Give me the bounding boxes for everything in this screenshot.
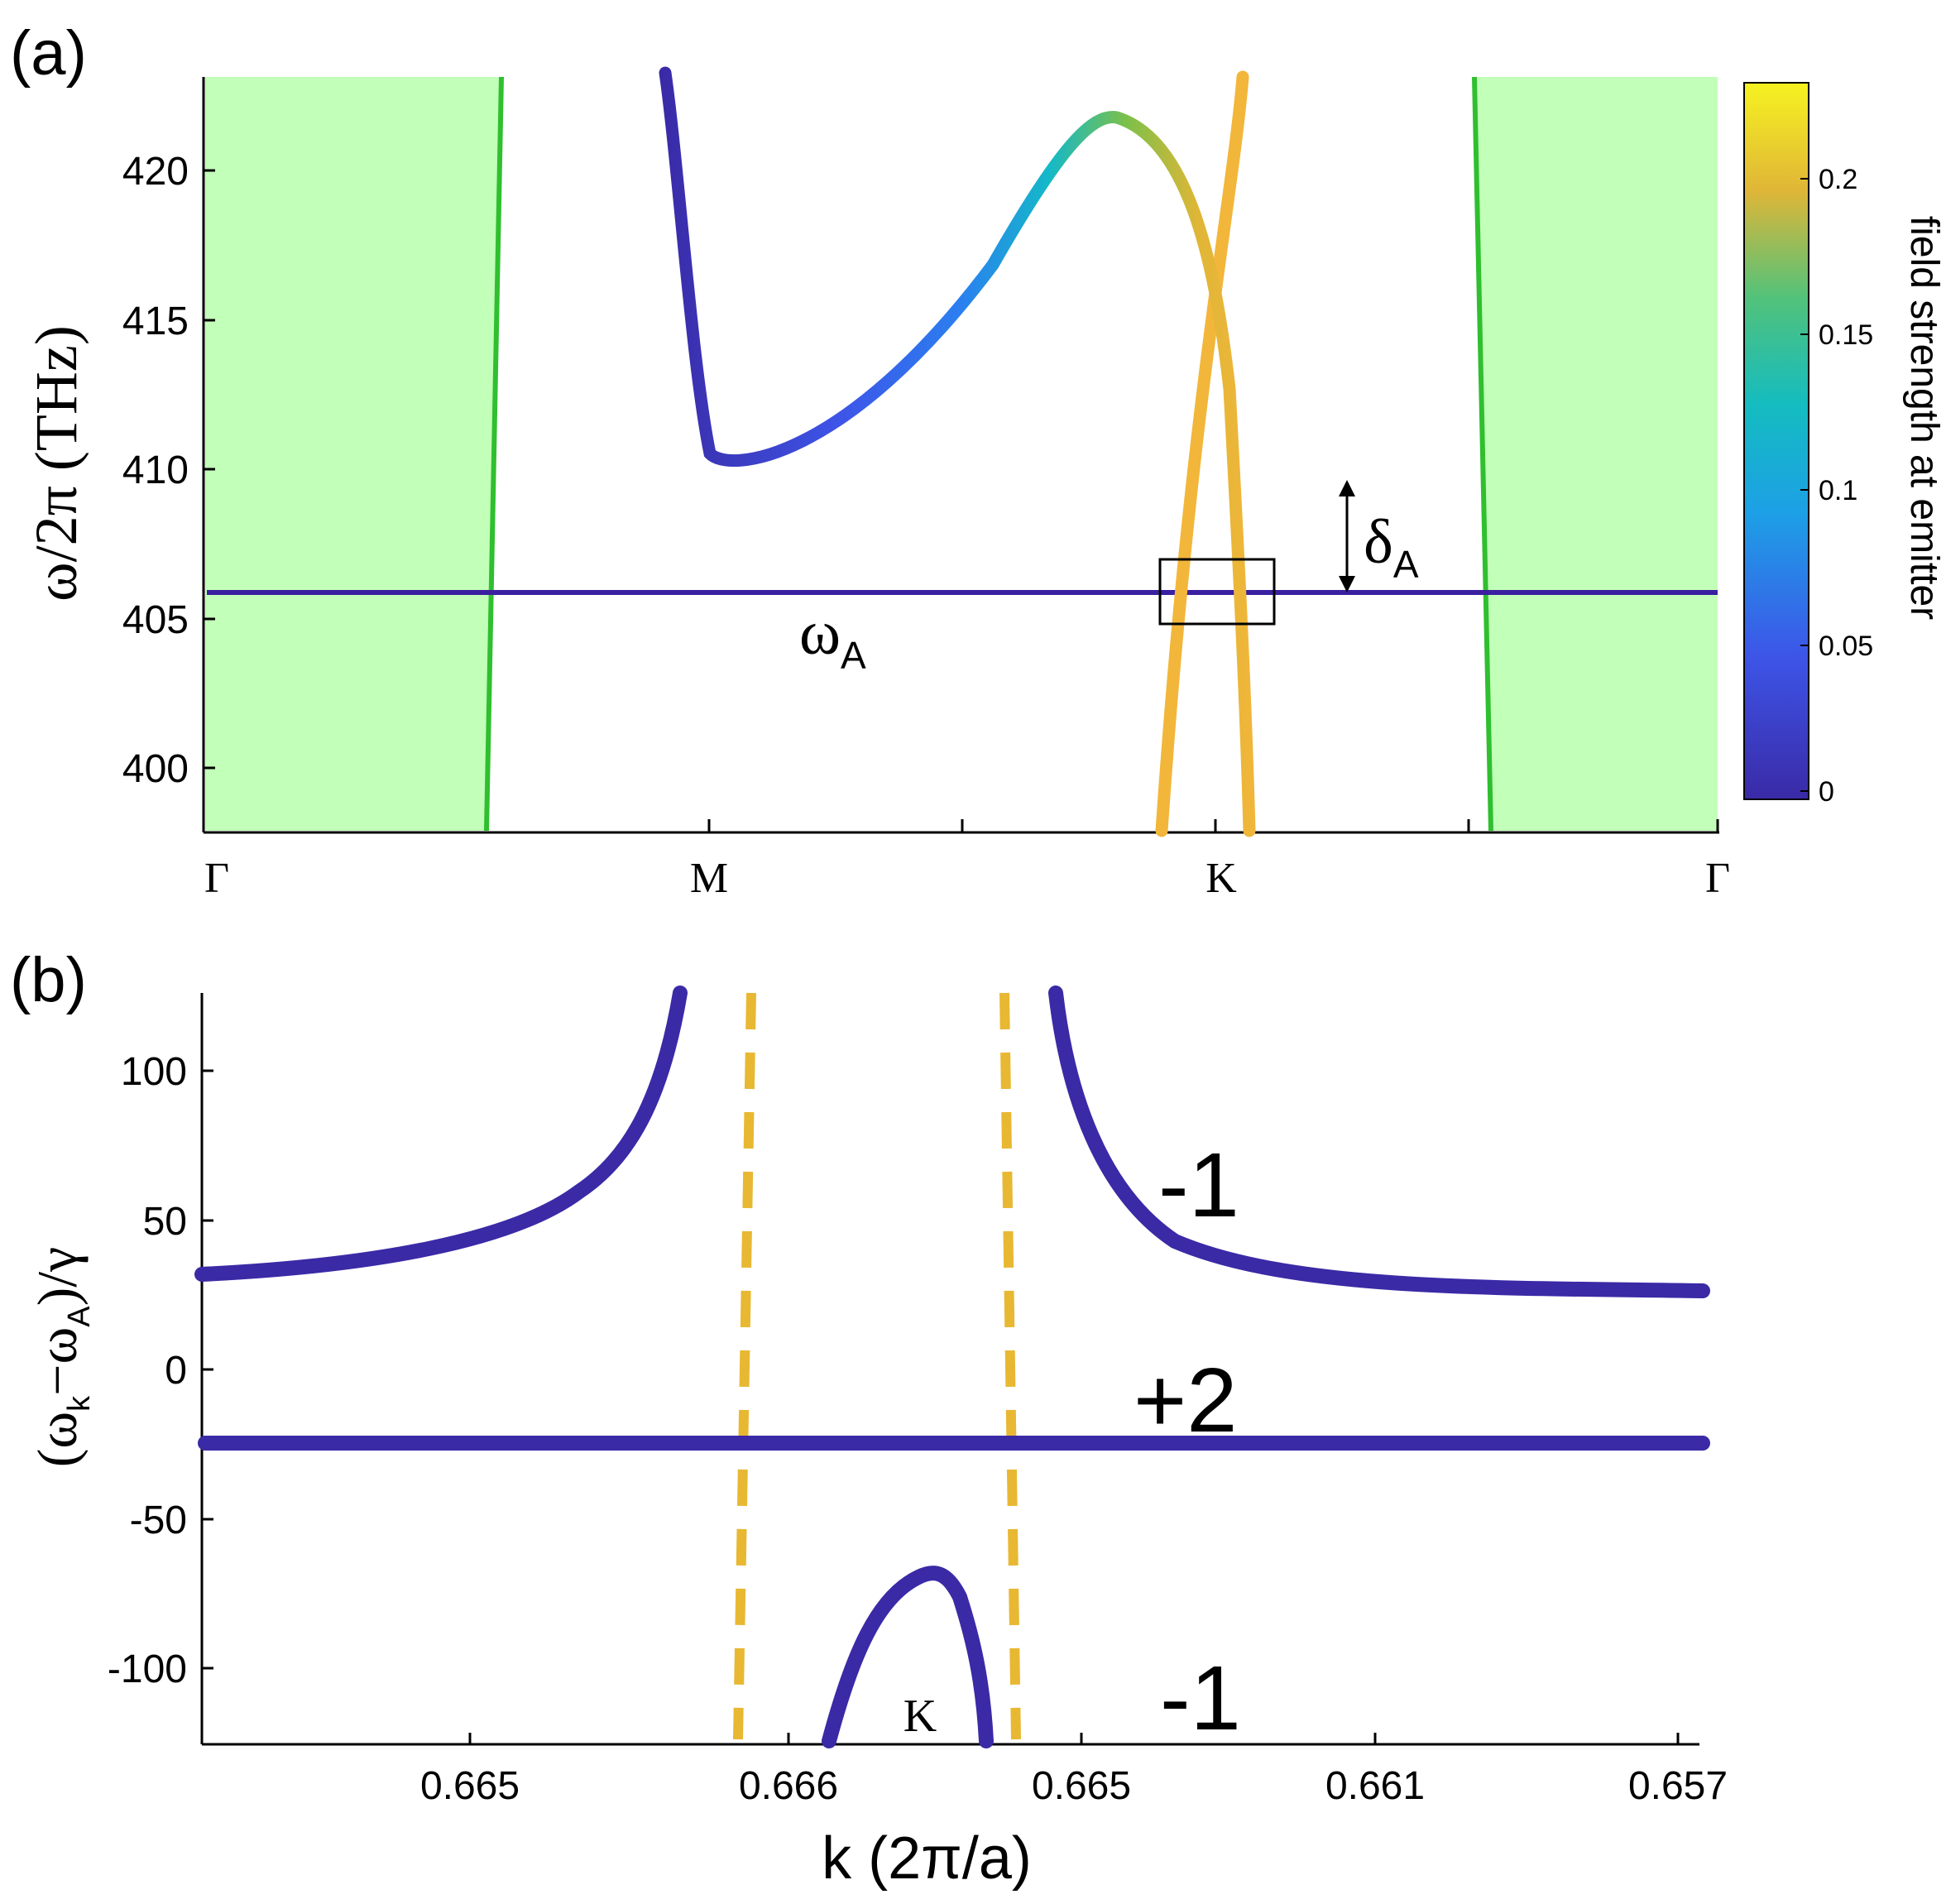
panel-a-ytick-420: 420 [122,150,189,194]
colorbar-tick-0.05: 0.05 [1819,631,1873,662]
colorbar-tick-0.1: 0.1 [1819,475,1857,506]
winding-number-upper: -1 [1158,1134,1239,1236]
light-cone-right [1474,77,1718,831]
panel-a-ytick-405: 405 [122,598,189,642]
panel-b-xtick-1: 0.665 [420,1764,520,1808]
panel-b-xtick-2: 0.666 [739,1764,838,1808]
panel-b-x-ticks: 0.665 0.666 0.665 0.661 0.657 [420,1733,1728,1808]
delta-arrow-head-bottom [1339,576,1355,592]
colorbar-tick-0: 0 [1819,776,1834,808]
zoom-box [1158,558,1276,626]
panel-b-ytick-100: 100 [121,1050,187,1094]
panel-b-xtick-3: 0.665 [1032,1764,1131,1808]
panel-b: (b) -100 -50 0 50 100 0.665 0.666 0.665 [10,945,1728,1892]
curve-upper-right [1048,986,1710,1298]
dashed-boundary-left [733,992,756,1740]
panel-b-ytick-0: 0 [165,1349,187,1393]
colorbar: 0 0.05 0.1 0.15 0.2 field strength at em… [1743,82,1946,808]
colorbar-tick-0.2: 0.2 [1819,164,1857,195]
panel-a: (a) 400 405 410 415 420 Γ [10,18,1946,902]
panel-b-xtick-4: 0.661 [1325,1764,1425,1808]
panel-b-ytick-50: 50 [143,1200,187,1244]
light-cone-left [205,77,501,831]
panel-a-ytick-415: 415 [122,300,189,343]
light-line-left [484,76,504,832]
dashed-boundary-right [999,992,1021,1740]
panel-b-ytick-minus100: -100 [108,1647,187,1691]
panel-a-y-ticks: 400 405 410 415 420 [122,150,215,791]
band-cross-upper [1155,70,1249,837]
colorbar-label: field strength at emitter [1902,216,1946,620]
panel-b-x-axis-label: k (2π/a) [822,1825,1032,1892]
panel-b-y-ticks: -100 -50 0 50 100 [108,1050,213,1691]
colorbar-tick-0.15: 0.15 [1819,319,1873,351]
panel-a-x-ticks: Γ M K Γ [204,819,1730,902]
winding-number-lower: -1 [1160,1647,1241,1749]
panel-a-label: (a) [10,18,87,89]
panel-b-xtick-5: 0.657 [1628,1764,1728,1808]
curve-upper-left [194,986,688,1282]
panel-a-xtick-m: M [690,855,728,902]
panel-a-xtick-k: K [1205,855,1237,902]
panel-a-xtick-gamma-left: Γ [204,855,229,902]
panel-a-ytick-410: 410 [122,448,189,492]
panel-b-y-axis-label: (ωk−ωA)/γ [26,1247,97,1467]
panel-a-xtick-gamma-right: Γ [1705,855,1730,902]
delta-a-label: δA [1364,507,1419,586]
omega-a-label: ωA [799,598,866,677]
panel-a-y-axis-label: ω/2π (THz) [23,325,89,602]
band-upper [659,66,1256,837]
panel-a-ytick-400: 400 [122,747,189,791]
k-point-label: K [903,1691,937,1742]
panel-b-ytick-minus50: -50 [130,1499,187,1542]
light-line-right [1472,76,1493,832]
delta-arrow-head-top [1339,480,1355,496]
panel-b-label: (b) [10,945,87,1015]
colorbar-gradient [1743,82,1809,800]
winding-number-middle: +2 [1134,1350,1237,1451]
curve-lower-k [822,1566,994,1748]
